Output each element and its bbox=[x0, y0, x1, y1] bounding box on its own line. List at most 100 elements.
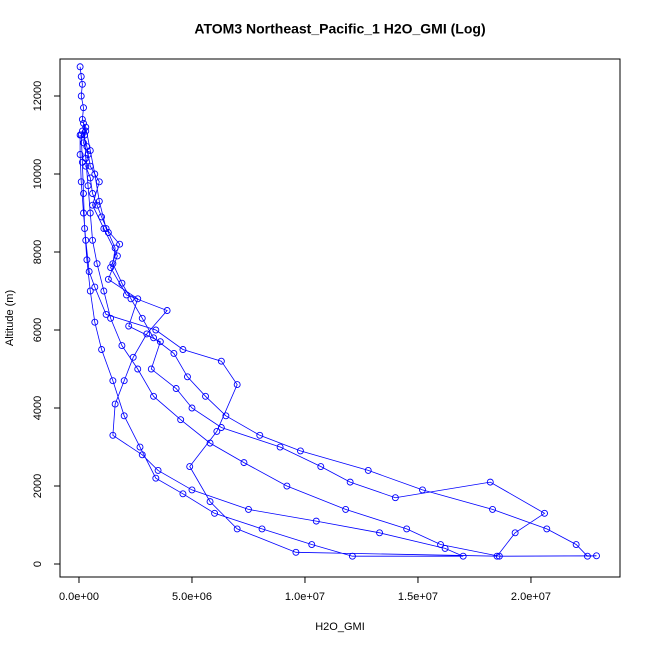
x-tick-label: 1.5e+07 bbox=[398, 591, 438, 603]
data-point bbox=[86, 147, 94, 155]
data-point bbox=[111, 400, 119, 408]
data-point bbox=[206, 439, 214, 447]
data-point bbox=[78, 115, 86, 123]
data-point bbox=[154, 466, 162, 474]
chart-title: ATOM3 Northeast_Pacific_1 H2O_GMI (Log) bbox=[194, 21, 485, 37]
data-point bbox=[91, 170, 99, 178]
data-point bbox=[78, 158, 86, 166]
data-point bbox=[138, 314, 146, 322]
data-point bbox=[98, 213, 106, 221]
data-point bbox=[258, 525, 266, 533]
data-point bbox=[82, 236, 90, 244]
data-point bbox=[134, 365, 142, 373]
data-point bbox=[102, 310, 110, 318]
data-point bbox=[80, 209, 87, 217]
data-point bbox=[86, 287, 94, 295]
data-point bbox=[77, 92, 85, 100]
data-point bbox=[150, 392, 158, 400]
data-point bbox=[593, 552, 600, 560]
data-point bbox=[297, 447, 304, 455]
data-point bbox=[312, 517, 320, 525]
data-point bbox=[495, 552, 503, 560]
data-point bbox=[89, 201, 96, 209]
data-point bbox=[109, 260, 117, 268]
data-point bbox=[95, 178, 103, 186]
data-point bbox=[76, 63, 84, 71]
data-point bbox=[77, 73, 85, 80]
data-point bbox=[100, 287, 108, 295]
data-point bbox=[489, 505, 496, 513]
data-point bbox=[511, 529, 519, 537]
data-point bbox=[76, 131, 84, 139]
data-point bbox=[81, 131, 89, 139]
y-axis-label: Altitude (m) bbox=[4, 290, 16, 346]
y-tick-label: 12000 bbox=[32, 81, 44, 112]
data-point bbox=[170, 349, 178, 357]
data-point bbox=[100, 225, 108, 233]
data-point bbox=[217, 357, 225, 365]
data-point bbox=[152, 326, 160, 334]
data-point bbox=[82, 162, 90, 170]
data-point bbox=[104, 229, 112, 236]
data-point bbox=[217, 424, 225, 431]
x-tick-label: 0.0e+00 bbox=[59, 591, 99, 603]
y-tick-label: 10000 bbox=[32, 159, 44, 190]
data-point bbox=[391, 494, 399, 502]
data-point bbox=[292, 548, 300, 556]
data-point bbox=[118, 279, 126, 287]
data-point bbox=[86, 174, 94, 182]
data-point bbox=[82, 123, 90, 131]
x-tick-label: 2.0e+07 bbox=[511, 591, 551, 603]
data-point bbox=[116, 240, 124, 248]
data-point bbox=[86, 209, 94, 217]
y-tick-label: 0 bbox=[32, 561, 44, 567]
data-point bbox=[342, 505, 350, 513]
data-point bbox=[129, 353, 137, 361]
y-tick-label: 4000 bbox=[32, 396, 44, 420]
data-point bbox=[109, 377, 117, 385]
data-point bbox=[82, 127, 90, 135]
data-point bbox=[486, 478, 494, 486]
x-axis-label: H2O_GMI bbox=[315, 621, 365, 633]
x-tick-label: 5.0e+06 bbox=[172, 591, 212, 603]
data-point bbox=[541, 509, 548, 517]
data-point bbox=[85, 268, 93, 275]
data-point bbox=[80, 190, 87, 197]
data-point bbox=[120, 412, 128, 420]
data-point bbox=[89, 190, 96, 197]
data-point bbox=[77, 178, 85, 186]
data-point bbox=[163, 307, 171, 314]
y-tick-label: 8000 bbox=[32, 240, 44, 264]
data-point bbox=[156, 338, 164, 346]
data-point bbox=[80, 119, 87, 127]
data-point bbox=[83, 143, 91, 151]
data-point bbox=[543, 525, 551, 533]
data-point bbox=[118, 342, 126, 350]
data-point bbox=[364, 466, 372, 474]
data-point bbox=[441, 544, 449, 552]
data-point bbox=[76, 151, 84, 158]
data-point bbox=[245, 505, 252, 513]
data-point bbox=[179, 346, 187, 353]
data-point bbox=[83, 256, 91, 264]
data-point bbox=[82, 154, 90, 162]
data-point bbox=[188, 404, 196, 412]
data-point bbox=[177, 416, 185, 424]
data-point bbox=[493, 552, 501, 560]
data-point bbox=[86, 162, 94, 170]
data-point bbox=[107, 314, 115, 322]
data-point bbox=[81, 225, 89, 233]
data-point bbox=[111, 244, 119, 252]
data-point bbox=[572, 541, 580, 548]
data-point bbox=[222, 412, 230, 420]
data-point bbox=[172, 385, 180, 392]
data-point bbox=[93, 260, 101, 268]
data-point bbox=[184, 373, 191, 381]
data-point bbox=[125, 322, 133, 330]
y-tick-label: 2000 bbox=[32, 474, 44, 498]
data-point bbox=[346, 478, 354, 486]
data-point bbox=[89, 236, 96, 244]
data-point bbox=[98, 346, 106, 353]
